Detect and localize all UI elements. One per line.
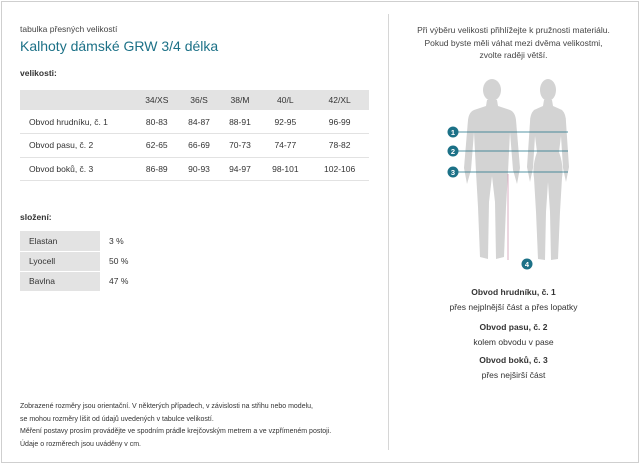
note-line: Měření postavy prosím provádějte ve spod… <box>20 428 332 435</box>
legend-waist: Obvod pasu, č. 2 kolem obvodu v pase <box>389 322 638 347</box>
size-table-header: 34/XS 36/S 38/M 40/L 42/XL <box>20 90 369 110</box>
column-header: 38/M <box>219 90 261 110</box>
table-row: Obvod boků, č. 3 86-89 90-93 94-97 98-10… <box>20 157 369 181</box>
legend-desc: přes nejširší část <box>481 370 546 380</box>
inseam-marker-icon: 4 <box>521 258 533 270</box>
column-divider <box>388 14 389 450</box>
legend-title: Obvod hrudníku, č. 1 <box>471 287 556 297</box>
size-table: 34/XS 36/S 38/M 40/L 42/XL Obvod hrudník… <box>20 90 369 181</box>
page-subtitle: tabulka přesných velikostí <box>20 24 118 34</box>
marker-number: 1 <box>451 128 455 137</box>
composition-row: Lyocell 50 % <box>20 251 160 272</box>
advice-line: zvolte raději větší. <box>479 50 548 60</box>
marker-number: 2 <box>451 147 455 156</box>
composition-row: Elastan 3 % <box>20 231 160 252</box>
composition-table: Elastan 3 % Lyocell 50 % Bavlna 47 % <box>20 231 160 292</box>
waist-marker-icon: 2 <box>447 145 459 157</box>
body-measurement-figure: 1 2 3 4 <box>447 79 569 270</box>
marker-number: 4 <box>525 260 530 269</box>
table-cell: 78-82 <box>310 133 369 158</box>
measurement-notes: Zobrazené rozměry jsou orientační. V něk… <box>20 401 331 451</box>
marker-number: 3 <box>451 168 455 177</box>
page-title: Kalhoty dámské GRW 3/4 délka <box>20 38 219 54</box>
material-percent: 3 % <box>109 236 124 246</box>
material-percent: 47 % <box>109 276 129 286</box>
table-row: Obvod hrudníku, č. 1 80-83 84-87 88-91 9… <box>20 110 369 134</box>
table-cell: 88-91 <box>219 110 261 134</box>
table-cell: 62-65 <box>135 133 179 158</box>
material-label: Elastan <box>20 231 100 252</box>
table-cell: 96-99 <box>310 110 369 134</box>
table-cell: 90-93 <box>178 157 220 181</box>
chest-marker-icon: 1 <box>447 126 459 138</box>
table-cell: 70-73 <box>219 133 261 158</box>
advice-line: Při výběru velikosti přihlížejte k pružn… <box>417 25 610 35</box>
column-header: 42/XL <box>310 90 369 110</box>
table-cell: 86-89 <box>135 157 179 181</box>
material-percent: 50 % <box>109 256 129 266</box>
advice-line: Pokud byste měli váhat mezi dvěma veliko… <box>424 37 603 48</box>
column-header: 36/S <box>178 90 220 110</box>
table-cell: 102-106 <box>310 157 369 181</box>
female-silhouette-icon <box>527 79 569 260</box>
note-line: Zobrazené rozměry jsou orientační. V něk… <box>20 403 313 410</box>
table-cell: 84-87 <box>178 110 220 134</box>
measurement-lines <box>454 131 568 260</box>
male-silhouette-icon <box>464 79 520 259</box>
material-label: Bavlna <box>20 271 100 292</box>
legend-hips: Obvod boků, č. 3 přes nejširší část <box>389 355 638 380</box>
note-line: Údaje o rozměrech jsou uváděny v cm. <box>20 440 141 448</box>
composition-heading: složení: <box>20 212 52 222</box>
legend-title: Obvod boků, č. 3 <box>479 355 548 365</box>
sizing-advice: Při výběru velikosti přihlížejte k pružn… <box>389 24 638 62</box>
composition-row: Bavlna 47 % <box>20 271 160 292</box>
table-cell: 74-77 <box>260 133 311 158</box>
column-header: 34/XS <box>135 90 179 110</box>
table-cell: 80-83 <box>135 110 179 134</box>
legend-desc: kolem obvodu v pase <box>473 337 554 347</box>
legend-chest: Obvod hrudníku, č. 1 přes nejplnější čás… <box>389 287 638 312</box>
table-cell: 98-101 <box>260 157 311 181</box>
legend-title: Obvod pasu, č. 2 <box>479 322 548 332</box>
table-cell: 66-69 <box>178 133 220 158</box>
hip-marker-icon: 3 <box>447 166 459 178</box>
legend-desc: přes nejplnější část a přes lopatky <box>449 302 578 312</box>
table-corner <box>20 90 135 110</box>
table-cell: 92-95 <box>260 110 311 134</box>
table-row: Obvod pasu, č. 2 62-65 66-69 70-73 74-77… <box>20 133 369 158</box>
note-line: se mohou rozměry lišit od údajů uvedenýc… <box>20 415 214 423</box>
table-cell: 94-97 <box>219 157 261 181</box>
row-label: Obvod boků, č. 3 <box>20 157 135 181</box>
row-label: Obvod hrudníku, č. 1 <box>20 110 135 134</box>
sizes-heading: velikosti: <box>20 68 57 78</box>
column-header: 40/L <box>260 90 311 110</box>
material-label: Lyocell <box>20 251 100 272</box>
row-label: Obvod pasu, č. 2 <box>20 133 135 158</box>
